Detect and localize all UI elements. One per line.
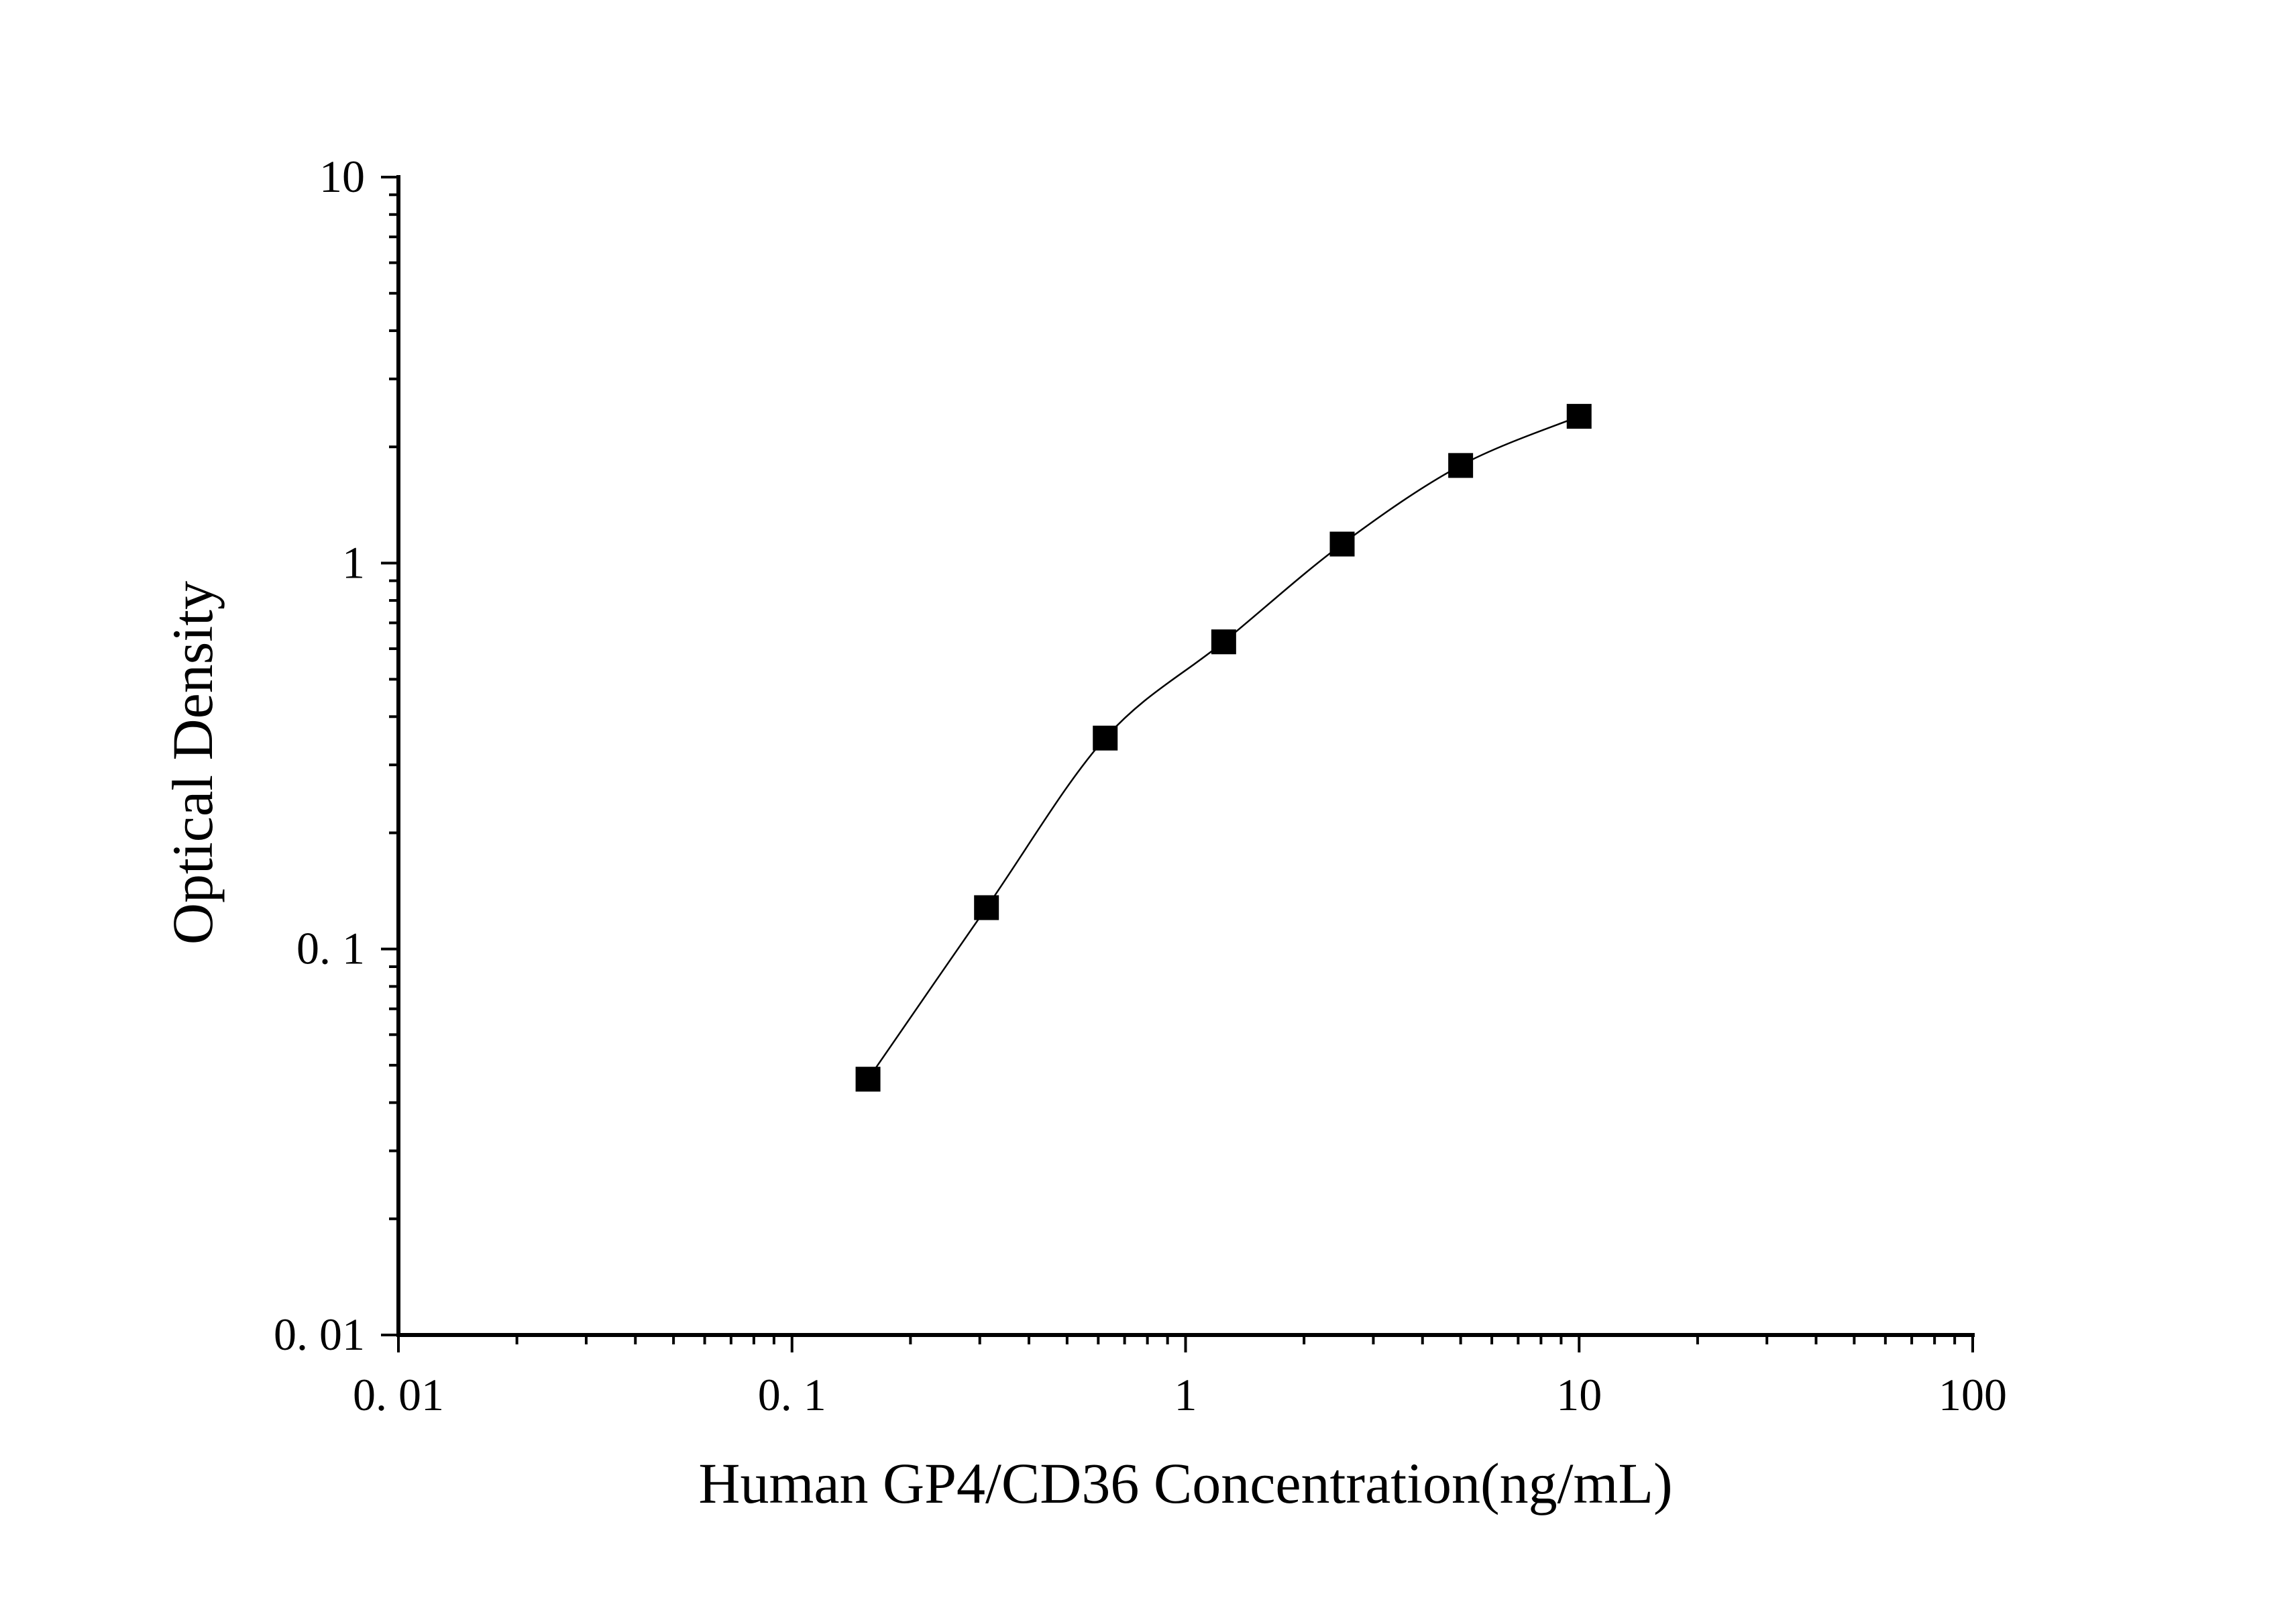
x-tick-label: 0. 1 bbox=[758, 1369, 826, 1420]
data-point-marker bbox=[1448, 453, 1474, 478]
y-tick-label: 0. 1 bbox=[296, 923, 365, 974]
data-point-marker bbox=[1093, 725, 1118, 751]
y-axis-title: Optical Density bbox=[160, 581, 225, 945]
data-point-marker bbox=[1211, 629, 1236, 655]
data-point-marker bbox=[855, 1067, 881, 1092]
fitted-curve bbox=[867, 415, 1580, 1080]
ticks-layer bbox=[381, 176, 1974, 1352]
x-tick-label: 1 bbox=[1174, 1369, 1197, 1420]
tick-labels: 0. 01 0. 1 1 10 100 0. 01 0. 1 1 10 bbox=[274, 151, 2007, 1420]
data-point-marker bbox=[1566, 404, 1592, 429]
data-markers bbox=[855, 404, 1592, 1092]
x-tick-label: 10 bbox=[1556, 1369, 1602, 1420]
x-tick-label: 0. 01 bbox=[353, 1369, 444, 1420]
y-tick-label: 1 bbox=[342, 537, 365, 588]
y-tick-label: 0. 01 bbox=[274, 1309, 365, 1360]
x-tick-label: 100 bbox=[1938, 1369, 2007, 1420]
x-axis-title: Human GP4/CD36 Concentration(ng/mL) bbox=[698, 1451, 1672, 1515]
y-tick-label: 10 bbox=[319, 151, 365, 202]
data-point-marker bbox=[1329, 531, 1355, 557]
data-point-marker bbox=[974, 895, 999, 920]
